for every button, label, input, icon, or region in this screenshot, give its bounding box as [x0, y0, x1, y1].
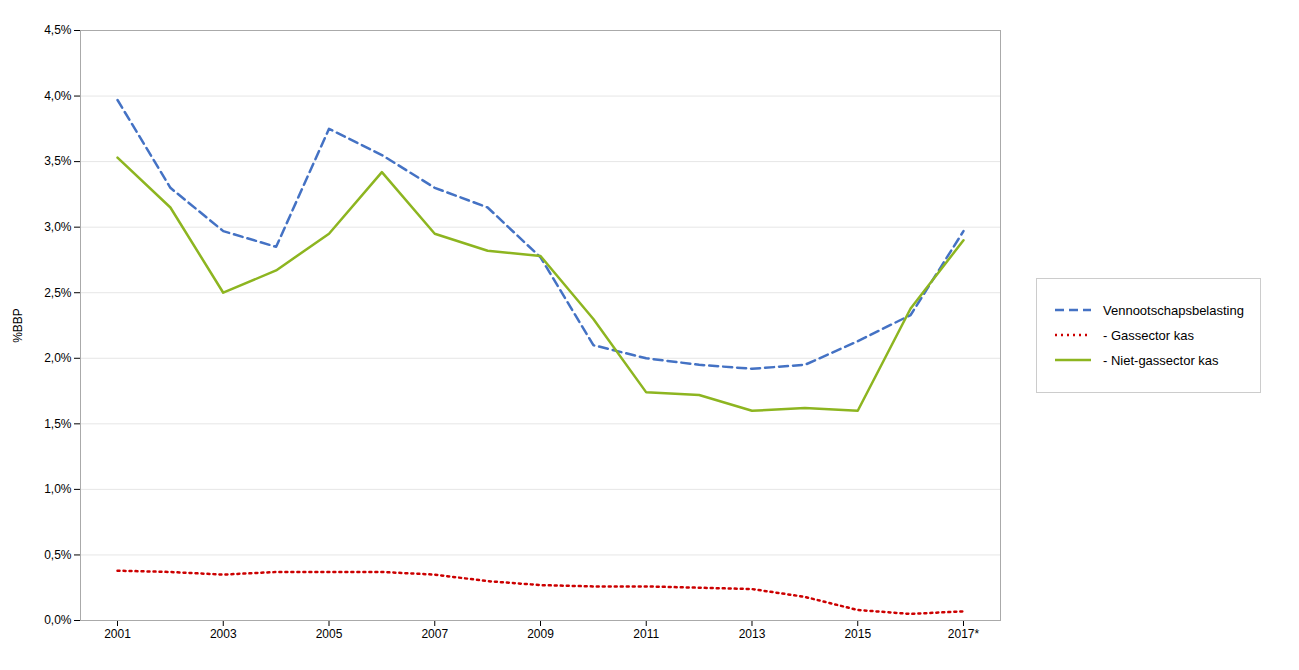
svg-text:1,0%: 1,0% — [44, 482, 72, 496]
html-text:- Gassector kas: - Gassector kas — [1103, 327, 1194, 343]
svg-text:2007: 2007 — [421, 627, 448, 641]
html-text:Vennootschapsbelasting: Vennootschapsbelasting — [1103, 302, 1244, 318]
svg-text:2013: 2013 — [739, 627, 766, 641]
svg-text:4,0%: 4,0% — [44, 89, 72, 103]
svg-text:2,5%: 2,5% — [44, 286, 72, 300]
svg-text:0,5%: 0,5% — [44, 548, 72, 562]
svg-text:2011: 2011 — [633, 627, 659, 641]
html-text:- Niet-gassector kas: - Niet-gassector kas — [1103, 352, 1219, 368]
svg-text:3,5%: 3,5% — [44, 154, 72, 168]
svg-text:2003: 2003 — [210, 627, 237, 641]
svg-text:2001: 2001 — [104, 627, 131, 641]
svg-text:1,5%: 1,5% — [44, 417, 72, 431]
svg-text:3,0%: 3,0% — [44, 220, 72, 234]
svg-text:%BBP: %BBP — [11, 308, 25, 343]
svg-text:4,5%: 4,5% — [44, 23, 72, 37]
svg-text:2005: 2005 — [316, 627, 343, 641]
svg-text:2009: 2009 — [527, 627, 554, 641]
svg-text:0,0%: 0,0% — [44, 613, 72, 627]
svg-text:2,0%: 2,0% — [44, 351, 72, 365]
svg-text:2015: 2015 — [844, 627, 871, 641]
svg-text:2017*: 2017* — [948, 627, 980, 641]
